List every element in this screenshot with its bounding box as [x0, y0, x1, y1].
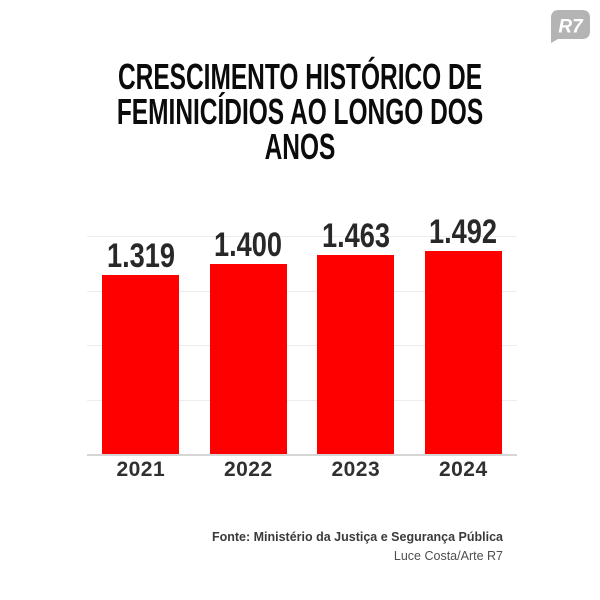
x-axis-line	[87, 454, 517, 456]
source-attribution: Fonte: Ministério da Justiça e Segurança…	[211, 530, 503, 544]
bar-2022	[209, 263, 287, 454]
bar-year-label: 2024	[438, 458, 488, 481]
gridline-400	[87, 399, 517, 401]
footer-credits: Fonte: Ministério da Justiça e Segurança…	[212, 528, 503, 566]
bar-2024	[424, 251, 502, 454]
title-line-1: CRESCIMENTO HISTÓRICO DE	[117, 56, 483, 97]
r7-logo: R7	[551, 10, 590, 43]
gridline-1200	[87, 290, 517, 292]
speech-bubble-icon: R7	[551, 10, 590, 43]
bar-year-label: 2022	[223, 458, 273, 481]
gridline-800	[87, 345, 517, 347]
bar-value-label: 1.463	[321, 217, 390, 255]
bar-2021	[102, 274, 180, 454]
title-line-2: FEMINICÍDIOS AO LONGO DOS ANOS	[116, 91, 484, 167]
bar-value-label: 1.319	[106, 236, 175, 275]
chart-title: CRESCIMENTO HISTÓRICO DE FEMINICÍDIOS AO…	[96, 56, 504, 167]
gridline-1600	[87, 236, 517, 238]
bar-year-label: 2023	[331, 458, 381, 481]
credit-line: Luce Costa/Arte R7	[393, 549, 503, 563]
logo-text: R7	[558, 17, 584, 38]
bar-2023	[317, 255, 395, 454]
bar-value-label: 1.400	[214, 225, 283, 264]
bar-year-label: 2021	[116, 458, 166, 481]
bar-value-label: 1.492	[429, 213, 498, 252]
